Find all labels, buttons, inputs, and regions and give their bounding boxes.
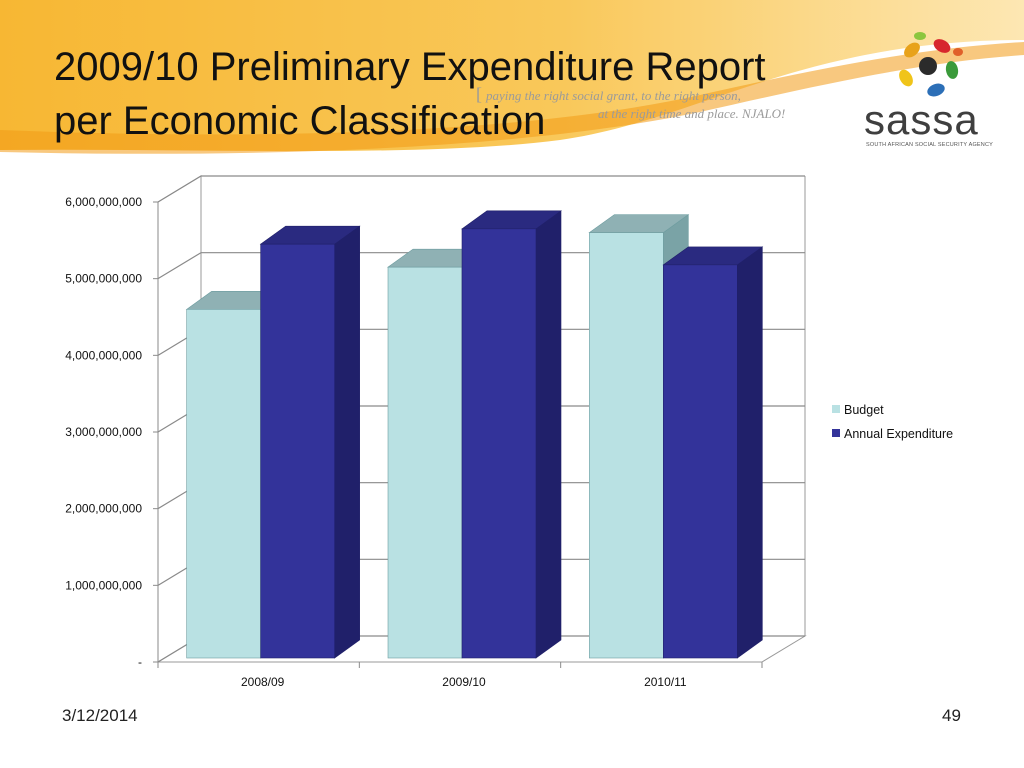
bar-chart: - 1,000,000,000 2,000,000,000 3,000,000,000… — [65, 175, 953, 689]
legend-swatch-budget — [832, 405, 840, 413]
page-number: 49 — [942, 706, 961, 725]
slide-title-line-2: per Economic Classification — [54, 99, 546, 143]
legend-label-expenditure: Annual Expenditure — [844, 427, 953, 441]
y-tick-label: 4,000,000,000 — [65, 348, 142, 362]
legend-label-budget: Budget — [844, 403, 884, 417]
bar-budget-2010/11 — [589, 232, 664, 659]
y-tick-label: 1,000,000,000 — [65, 578, 142, 592]
y-tick-label: 5,000,000,000 — [65, 272, 142, 286]
y-tick-label: 6,000,000,000 — [65, 195, 142, 209]
header-banner — [0, 0, 1024, 154]
y-tick-label: 3,000,000,000 — [65, 425, 142, 439]
logo-subtext: SOUTH AFRICAN SOCIAL SECURITY AGENCY — [866, 142, 994, 148]
bar-budget-2008/09 — [186, 309, 261, 659]
tagline-line-2: at the right time and place. NJALO! — [598, 106, 786, 121]
footer-date: 3/12/2014 — [62, 706, 138, 725]
bar-expenditure-2009/10 — [461, 228, 537, 659]
tagline-line-1: paying the right social grant, to the ri… — [486, 88, 741, 103]
bar-expenditure-2008/09-side — [334, 225, 360, 659]
legend-swatch-expenditure — [832, 429, 840, 437]
logo-wordmark: sassa — [864, 96, 979, 143]
x-category-label: 2010/11 — [644, 675, 687, 689]
y-tick-label: - — [138, 655, 142, 669]
y-tick-label: 2,000,000,000 — [65, 502, 142, 516]
bar-budget-2009/10 — [387, 266, 463, 659]
bar-expenditure-2008/09 — [260, 243, 335, 659]
bar-expenditure-2010/11-side — [737, 246, 763, 659]
x-category-label: 2009/10 — [442, 675, 486, 689]
slide-title-line-1: 2009/10 Preliminary Expenditure Report — [54, 45, 766, 89]
bar-expenditure-2010/11 — [663, 264, 738, 659]
x-category-label: 2008/09 — [241, 675, 285, 689]
gridline — [157, 175, 805, 203]
tagline-bracket: [ — [476, 84, 482, 104]
bar-expenditure-2009/10-side — [535, 210, 562, 659]
sassa-hands-logo-icon — [899, 32, 963, 97]
